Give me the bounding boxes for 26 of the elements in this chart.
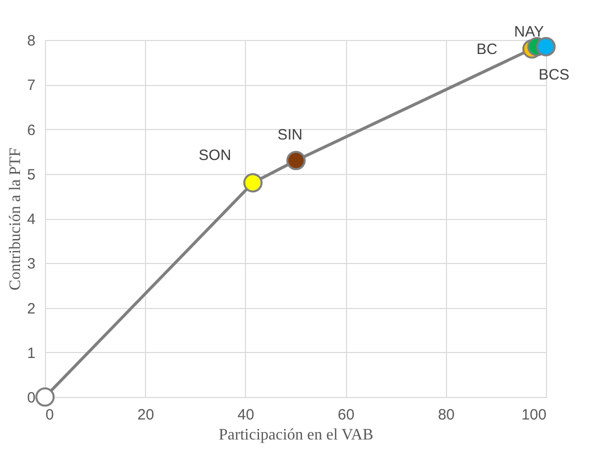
y-tick-label: 1 (27, 344, 36, 362)
x-tick-label: 40 (238, 406, 254, 424)
annotation: SIN (277, 126, 303, 144)
y-axis-title: Contribución a la PTF (7, 148, 24, 290)
point (243, 173, 263, 192)
x-tick-label: 100 (521, 406, 546, 424)
annotation: BC (476, 40, 498, 58)
x-tick-label: 80 (438, 406, 455, 424)
x-axis-title: Participación en el VAB (218, 426, 374, 444)
y-tick-label: 3 (27, 256, 36, 273)
y-tick-label: 8 (27, 32, 36, 50)
y-tick-label: 5 (27, 166, 36, 184)
point (35, 387, 55, 407)
x-tick-label: 20 (137, 406, 154, 424)
x-tick-label: 60 (338, 406, 354, 424)
point (286, 150, 306, 170)
x-tick-label: 0 (46, 406, 54, 424)
y-tick-label: 7 (27, 77, 36, 94)
annotation: SON (198, 146, 232, 164)
annotation: NAY (514, 24, 544, 41)
annotation: BCS (538, 66, 570, 84)
point (536, 37, 556, 56)
y-tick-label: 4 (27, 211, 36, 228)
y-tick-label: 2 (27, 300, 36, 318)
y-tick-label: 6 (27, 122, 36, 139)
y-tick-label: 0 (27, 390, 36, 406)
